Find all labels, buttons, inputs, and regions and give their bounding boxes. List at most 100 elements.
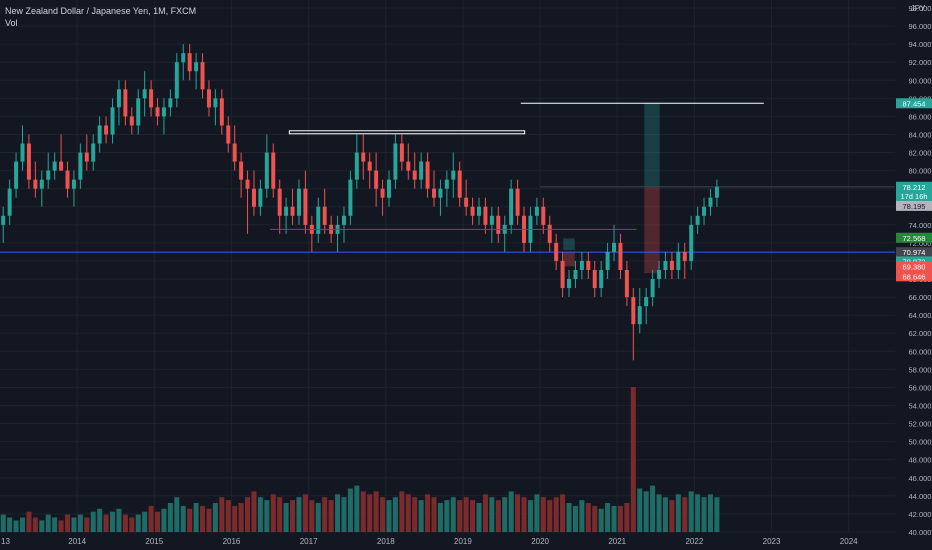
price-tick-label: 96.000	[909, 22, 932, 31]
time-axis[interactable]: 2014 2015 2016 2017 2018 2019 2020 2021 2022 2023…	[68, 537, 858, 546]
volume-bar	[444, 500, 450, 532]
candle-body	[682, 251, 687, 261]
volume-bar	[296, 497, 302, 532]
volume-bar	[283, 503, 289, 532]
time-tick-label: 2019	[454, 537, 472, 546]
volume-bar	[437, 503, 443, 532]
volume-bar	[52, 517, 58, 532]
volume-bar	[650, 485, 656, 532]
volume-bar	[45, 514, 51, 532]
price-tick-label: 56.000	[909, 383, 932, 392]
candle-body	[20, 143, 25, 162]
price-tick-label: 50.000	[909, 438, 932, 447]
candle-body	[579, 260, 584, 270]
volume-bar	[521, 497, 527, 532]
candle-body	[136, 98, 141, 126]
candle-body	[116, 89, 121, 108]
volume-bar	[470, 500, 476, 532]
price-tick-label: 44.000	[909, 492, 932, 501]
candle-body	[155, 107, 160, 117]
candle-body	[341, 215, 346, 225]
candle-body	[264, 152, 269, 189]
candle-body	[419, 161, 424, 180]
candle-body	[14, 161, 19, 189]
volume-bar	[90, 511, 96, 532]
candle-body	[605, 251, 610, 270]
volume-bar	[290, 500, 296, 532]
volume-bar	[566, 503, 572, 532]
volume-bar	[701, 497, 707, 532]
volume-bar	[605, 503, 611, 532]
volume-bar	[129, 517, 135, 532]
volume-bar	[637, 488, 643, 532]
volume-bar	[662, 497, 668, 532]
volume-bar	[547, 500, 553, 532]
volume-bar	[579, 500, 585, 532]
candle-body	[592, 270, 597, 289]
time-tick-label: 2023	[763, 537, 781, 546]
candle-body	[483, 206, 488, 225]
small-zone-green	[563, 238, 575, 251]
badge-text: 68.646	[903, 272, 926, 281]
candle-body	[708, 197, 713, 207]
price-badge-stop-a: 69.380	[896, 261, 932, 272]
price-badge-countdown: 17d 16h	[896, 190, 932, 201]
candle-body	[477, 206, 481, 216]
volume-bar	[643, 491, 649, 532]
volume-bar	[302, 494, 308, 532]
candle-body	[541, 206, 546, 225]
candle-body	[104, 125, 109, 135]
volume-bar	[65, 514, 71, 532]
price-badge-green-level: 72.568	[896, 232, 932, 243]
candle-body	[46, 170, 51, 180]
candle-body	[567, 279, 572, 289]
time-tick-label: 2022	[685, 537, 703, 546]
candle-body	[612, 242, 617, 252]
volume-bar	[534, 494, 540, 532]
volume-bar	[482, 494, 488, 532]
price-tick-label: 42.000	[909, 510, 932, 519]
volume-bar	[598, 508, 604, 532]
volume-bar	[457, 500, 463, 532]
candle-body	[161, 107, 166, 117]
candle-body	[354, 152, 359, 180]
volume-bar	[624, 503, 630, 532]
candle-body	[303, 188, 308, 225]
price-tick-label: 64.000	[909, 311, 932, 320]
candle-body	[348, 179, 353, 216]
price-tick-label: 40.000	[909, 528, 932, 537]
candle-body	[219, 98, 224, 126]
badge-text: 87.454	[903, 99, 926, 108]
badge-text: 17d 16h	[900, 192, 927, 201]
candle-body	[251, 188, 256, 207]
candle-body	[129, 116, 134, 126]
candle-body	[232, 143, 237, 162]
candle-body	[194, 62, 199, 72]
chart-legend: New Zealand Dollar / Japanese Yen, 1M, F…	[5, 5, 196, 29]
badge-background	[896, 256, 932, 267]
price-tick-label: 92.000	[909, 58, 932, 67]
volume-bar	[399, 491, 405, 532]
volume-bar	[328, 500, 334, 532]
volume-bar	[630, 387, 636, 532]
candle-body	[71, 179, 76, 189]
candle-body	[65, 170, 70, 189]
time-tick-label: 2024	[840, 537, 858, 546]
candle-body	[277, 188, 282, 216]
volume-bar	[373, 491, 379, 532]
resistance-rectangle	[288, 130, 526, 135]
candle-body	[644, 297, 649, 307]
candle-body	[637, 306, 642, 325]
volume-bar	[315, 503, 321, 532]
price-tick-label: 84.000	[909, 130, 932, 139]
price-axis[interactable]: 40.000 42.000 44.000 46.000 48.000 50.000 52.0…	[909, 4, 932, 537]
candle-body	[380, 188, 385, 198]
volume-bar	[122, 514, 128, 532]
volume-bar	[148, 505, 154, 532]
volume-bar	[367, 494, 373, 532]
volume-bar	[155, 511, 161, 532]
volume-bar	[77, 514, 83, 532]
candle-body	[213, 98, 218, 108]
